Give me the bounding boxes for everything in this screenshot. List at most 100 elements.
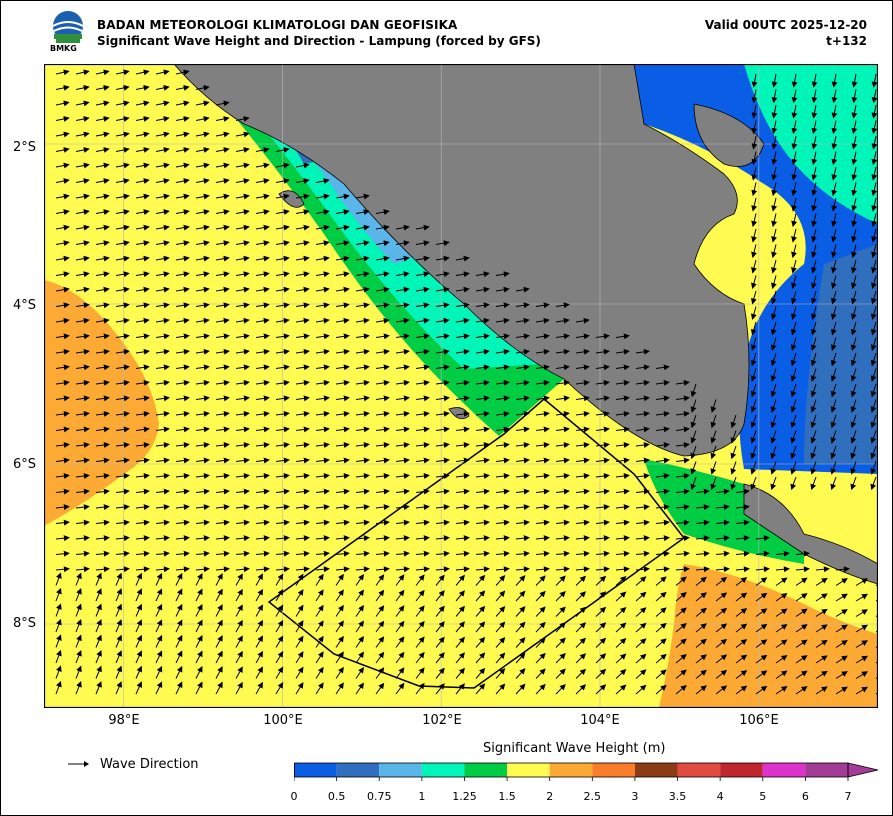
direction-arrow — [155, 84, 170, 91]
direction-arrow — [275, 209, 290, 216]
direction-arrow — [155, 162, 170, 169]
direction-arrow — [435, 348, 450, 355]
direction-arrow — [235, 147, 250, 153]
direction-arrow — [750, 352, 757, 367]
direction-arrow — [195, 271, 210, 278]
direction-arrow — [375, 302, 390, 309]
direction-arrow — [255, 286, 270, 293]
direction-arrow — [851, 89, 858, 104]
direction-arrow — [871, 166, 878, 181]
colorbar-tick-label: 4 — [716, 790, 724, 803]
direction-arrow — [615, 488, 630, 495]
direction-arrow — [495, 364, 510, 371]
direction-arrow — [435, 442, 450, 448]
direction-arrow — [870, 445, 877, 460]
direction-arrow — [195, 395, 210, 402]
direction-arrow — [871, 73, 878, 88]
direction-arrow — [335, 442, 350, 448]
direction-arrow — [791, 135, 798, 150]
direction-arrow — [315, 255, 330, 262]
colorbar-tick-label: 2 — [546, 790, 554, 803]
direction-arrow — [215, 100, 230, 107]
direction-arrow — [235, 535, 250, 542]
direction-arrow — [475, 410, 490, 417]
direction-arrow — [115, 193, 130, 200]
direction-arrow — [55, 255, 70, 262]
direction-arrow — [215, 131, 230, 138]
direction-arrow — [215, 410, 230, 417]
direction-arrow — [535, 504, 550, 511]
direction-arrow — [295, 426, 310, 433]
direction-arrow — [655, 457, 670, 464]
direction-arrow — [235, 395, 250, 402]
direction-arrow — [75, 442, 90, 448]
direction-arrow — [115, 271, 130, 278]
lat-label-6s: 6°S — [13, 457, 37, 472]
colorbar-segment — [507, 763, 550, 777]
direction-arrow — [55, 426, 70, 433]
direction-arrow — [851, 135, 858, 150]
direction-arrow — [375, 271, 390, 278]
direction-arrow — [830, 476, 837, 491]
direction-arrow — [655, 504, 670, 511]
direction-arrow — [175, 84, 190, 91]
direction-arrow — [355, 488, 370, 495]
direction-arrow — [811, 166, 818, 181]
direction-arrow — [771, 259, 777, 274]
direction-arrow — [255, 302, 270, 309]
direction-arrow — [455, 302, 470, 309]
direction-arrow — [335, 488, 350, 495]
direction-arrow — [575, 442, 590, 448]
direction-arrow — [55, 271, 70, 278]
direction-arrow — [791, 166, 798, 181]
direction-arrow — [135, 317, 150, 324]
colorbar-segment — [805, 763, 848, 777]
direction-arrow — [275, 488, 290, 495]
direction-arrow — [830, 368, 837, 382]
direction-arrow — [175, 286, 190, 293]
direction-arrow — [535, 379, 550, 386]
direction-arrow — [495, 457, 510, 464]
direction-arrow — [675, 442, 690, 448]
direction-arrow — [75, 488, 90, 495]
direction-arrow — [275, 224, 290, 231]
direction-arrow — [75, 504, 90, 511]
direction-arrow — [811, 275, 817, 290]
direction-arrow — [735, 504, 750, 511]
direction-arrow — [375, 209, 390, 216]
direction-arrow — [255, 193, 270, 200]
direction-arrow — [495, 442, 510, 448]
direction-arrow — [675, 379, 690, 386]
direction-arrow — [750, 461, 757, 475]
direction-arrow — [435, 488, 450, 495]
direction-arrow — [415, 442, 430, 448]
direction-arrow — [235, 348, 250, 355]
direction-arrow — [495, 410, 510, 417]
direction-arrow — [395, 302, 410, 309]
direction-arrow — [295, 271, 310, 278]
direction-arrow — [770, 368, 777, 382]
direction-arrow — [871, 182, 878, 197]
direction-arrow — [275, 240, 290, 247]
direction-arrow — [655, 379, 670, 386]
direction-arrow — [175, 302, 190, 309]
direction-arrow — [791, 73, 798, 88]
direction-arrow — [235, 209, 250, 216]
direction-arrow — [831, 275, 837, 290]
direction-arrow — [115, 84, 130, 91]
direction-arrow — [95, 535, 110, 542]
direction-arrow — [635, 519, 650, 526]
direction-arrow — [395, 255, 410, 262]
direction-arrow — [75, 131, 90, 138]
direction-arrow — [455, 535, 470, 542]
direction-arrow — [555, 379, 570, 386]
direction-arrow — [75, 255, 90, 262]
direction-arrow — [335, 224, 350, 231]
direction-arrow — [215, 426, 230, 433]
direction-arrow — [770, 399, 777, 413]
direction-arrow — [215, 317, 230, 324]
direction-arrow — [75, 519, 90, 526]
direction-arrow — [155, 550, 170, 557]
direction-arrow — [790, 368, 797, 382]
direction-arrow — [535, 442, 550, 448]
